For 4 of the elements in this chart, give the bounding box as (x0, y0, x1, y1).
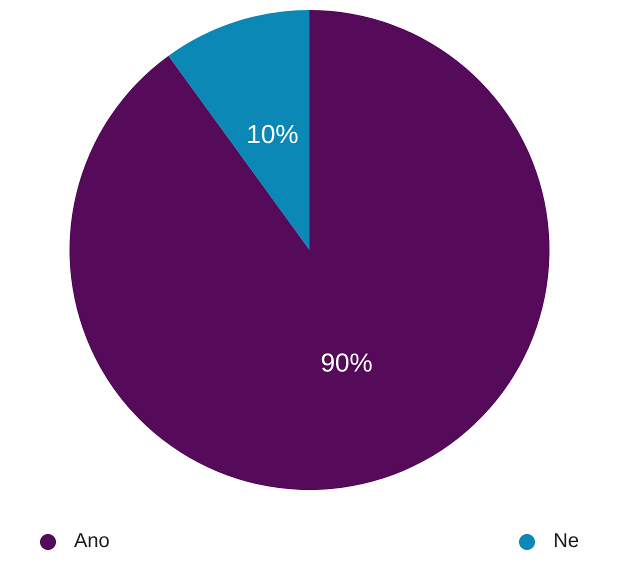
data-label: 90% (320, 347, 373, 378)
legend-label: Ano (74, 530, 110, 553)
legend-label: Ne (553, 530, 579, 553)
data-label: 10% (246, 119, 298, 150)
